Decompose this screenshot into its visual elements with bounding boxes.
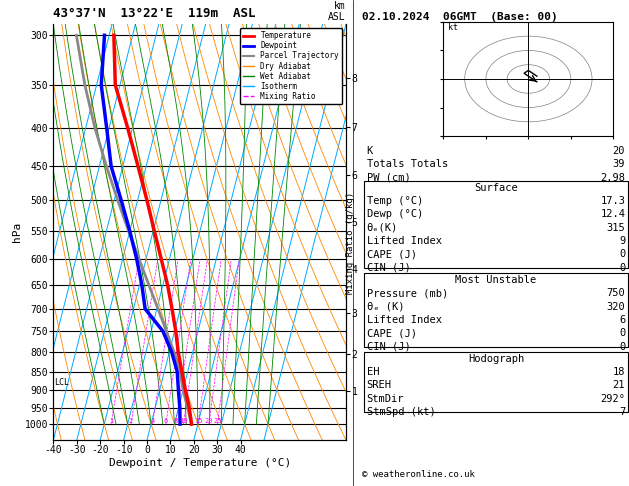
Text: CIN (J): CIN (J) [367,342,411,351]
Text: EH: EH [367,367,379,377]
Text: StmSpd (kt): StmSpd (kt) [367,407,435,417]
Text: PW (cm): PW (cm) [367,173,411,183]
Text: θₑ (K): θₑ (K) [367,301,404,312]
Text: 17.3: 17.3 [600,196,625,206]
Text: 1: 1 [109,418,113,424]
Text: km
ASL: km ASL [328,1,346,22]
Text: StmDir: StmDir [367,394,404,404]
Text: © weatheronline.co.uk: © weatheronline.co.uk [362,469,474,479]
Text: SREH: SREH [367,381,392,390]
Text: 2.98: 2.98 [600,173,625,183]
Text: CAPE (J): CAPE (J) [367,328,416,338]
Text: 10: 10 [179,418,187,424]
Text: θₑ(K): θₑ(K) [367,223,398,233]
Text: 25: 25 [213,418,221,424]
Text: 4: 4 [150,418,155,424]
Text: Pressure (mb): Pressure (mb) [367,288,448,298]
Y-axis label: hPa: hPa [11,222,21,242]
Legend: Temperature, Dewpoint, Parcel Trajectory, Dry Adiabat, Wet Adiabat, Isotherm, Mi: Temperature, Dewpoint, Parcel Trajectory… [240,28,342,104]
Text: kt: kt [448,23,458,33]
Text: 43°37'N  13°22'E  119m  ASL: 43°37'N 13°22'E 119m ASL [53,7,256,20]
Text: Surface: Surface [474,183,518,192]
Text: 6: 6 [164,418,168,424]
Text: 15: 15 [194,418,203,424]
Text: 0: 0 [619,249,625,260]
Text: Temp (°C): Temp (°C) [367,196,423,206]
Text: 20: 20 [204,418,213,424]
Text: 7: 7 [619,407,625,417]
Text: CIN (J): CIN (J) [367,263,411,273]
Text: 20: 20 [613,146,625,156]
Text: 6: 6 [619,315,625,325]
Text: 02.10.2024  06GMT  (Base: 00): 02.10.2024 06GMT (Base: 00) [362,12,557,22]
Text: Hodograph: Hodograph [468,354,524,364]
Text: Lifted Index: Lifted Index [367,236,442,246]
Text: 12.4: 12.4 [600,209,625,219]
Text: 21: 21 [613,381,625,390]
Text: Lifted Index: Lifted Index [367,315,442,325]
Text: 0: 0 [619,342,625,351]
Text: 9: 9 [619,236,625,246]
Text: 320: 320 [606,301,625,312]
Text: Totals Totals: Totals Totals [367,159,448,169]
Text: LCL: LCL [54,378,69,387]
Text: 8: 8 [174,418,178,424]
Text: 2: 2 [129,418,133,424]
Text: Mixing Ratio (g/kg): Mixing Ratio (g/kg) [347,192,355,294]
Text: Most Unstable: Most Unstable [455,275,537,285]
Text: CAPE (J): CAPE (J) [367,249,416,260]
Text: 0: 0 [619,263,625,273]
Text: 0: 0 [619,328,625,338]
Text: 750: 750 [606,288,625,298]
Text: Dewp (°C): Dewp (°C) [367,209,423,219]
X-axis label: Dewpoint / Temperature (°C): Dewpoint / Temperature (°C) [109,458,291,468]
Text: K: K [367,146,373,156]
Text: 315: 315 [606,223,625,233]
Text: 292°: 292° [600,394,625,404]
Text: 39: 39 [613,159,625,169]
Text: 18: 18 [613,367,625,377]
